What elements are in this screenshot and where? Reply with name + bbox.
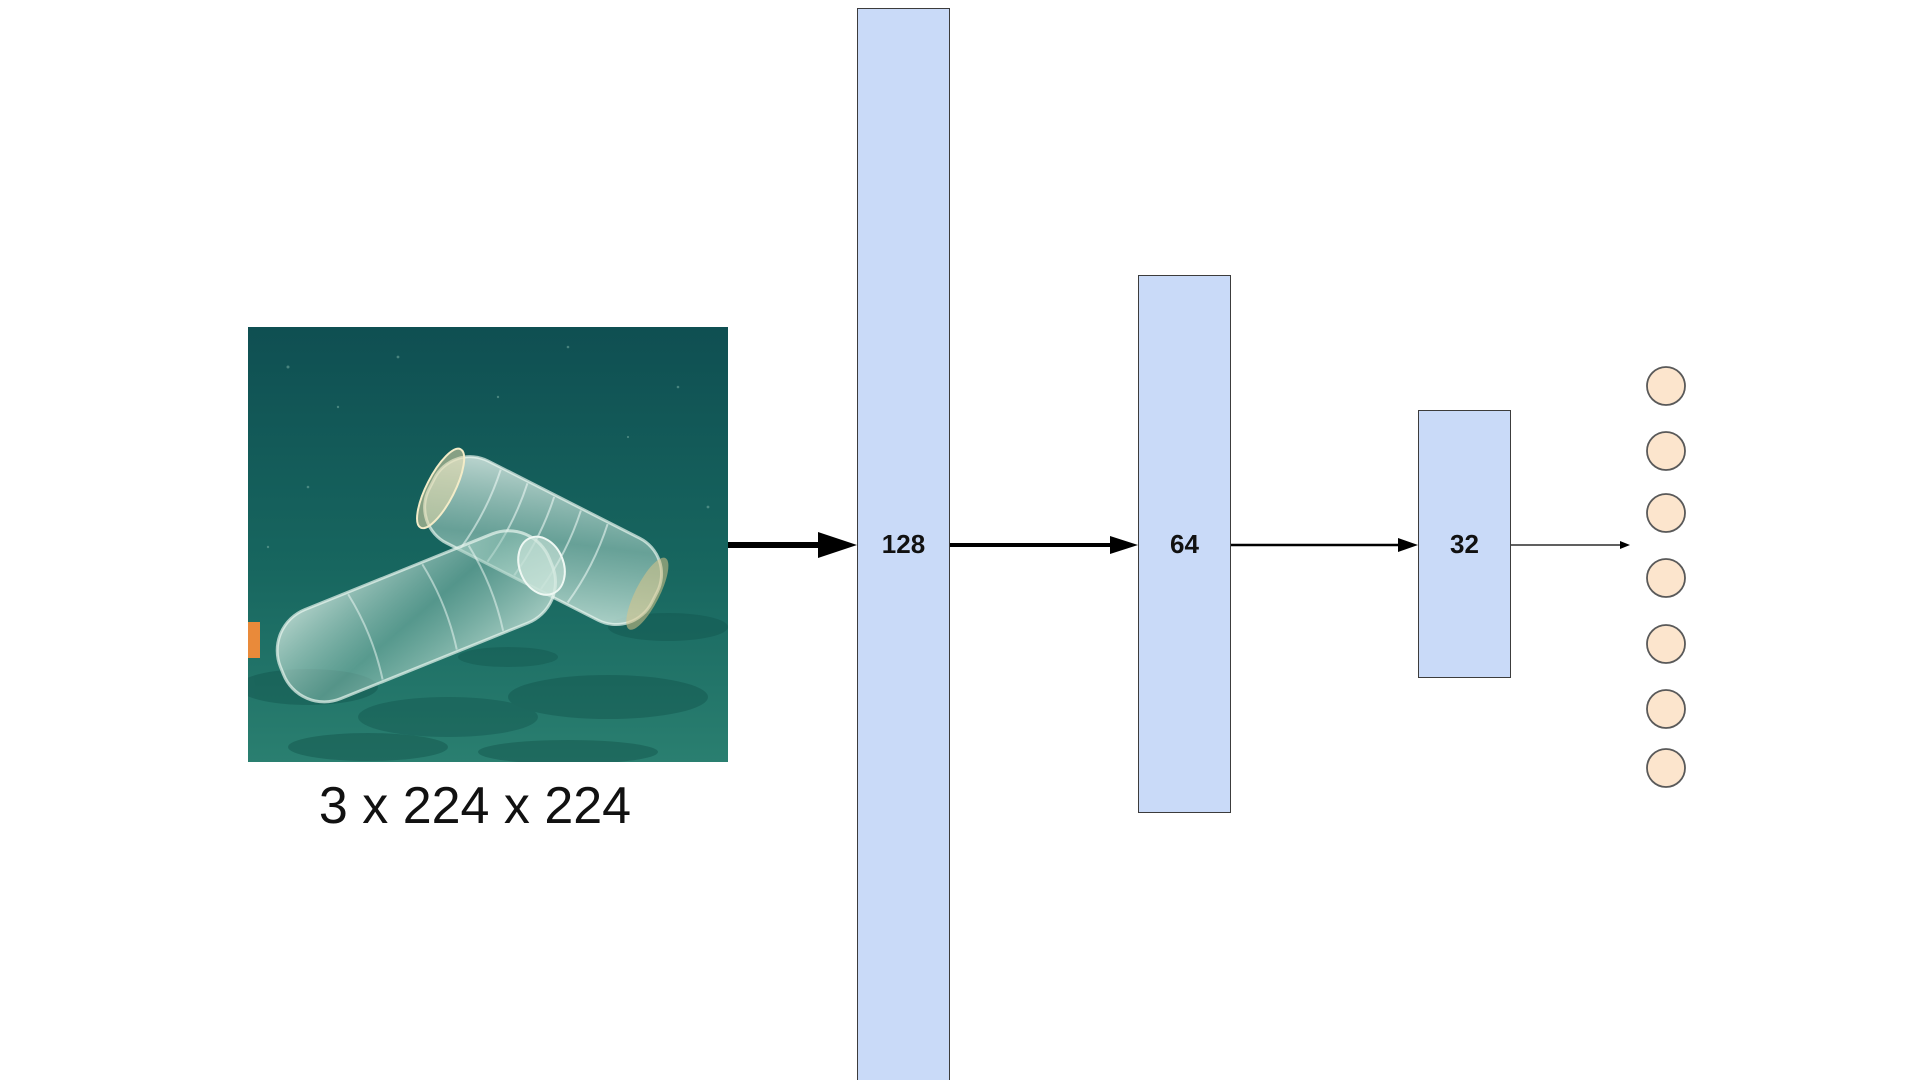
bottle-lower — [275, 529, 566, 704]
output-nodes — [1646, 366, 1686, 788]
orange-cap — [248, 622, 260, 658]
underwater-bottles-illustration — [248, 327, 728, 762]
layer-size-label: 128 — [881, 529, 926, 559]
input-image — [248, 327, 728, 762]
arrow-input-to-128 — [728, 532, 857, 558]
dense-layer-64: 64 — [1138, 275, 1231, 813]
layer-size-label: 32 — [1450, 528, 1479, 559]
output-node — [1646, 366, 1686, 406]
output-node — [1646, 624, 1686, 664]
input-dimensions-label: 3 x 224 x 224 — [318, 777, 632, 835]
output-node — [1646, 493, 1686, 533]
dense-layer-32: 32 — [1418, 410, 1511, 678]
arrow-128-to-64 — [950, 536, 1138, 554]
output-node — [1646, 558, 1686, 598]
layer-size-label: 64 — [1170, 528, 1199, 559]
water-particles — [266, 345, 710, 549]
arrow-32-to-output — [1511, 541, 1630, 549]
arrow-64-to-32 — [1231, 538, 1418, 552]
output-node — [1646, 689, 1686, 729]
output-node — [1646, 431, 1686, 471]
dense-layer-128: 128 — [857, 8, 950, 1080]
output-node — [1646, 748, 1686, 788]
